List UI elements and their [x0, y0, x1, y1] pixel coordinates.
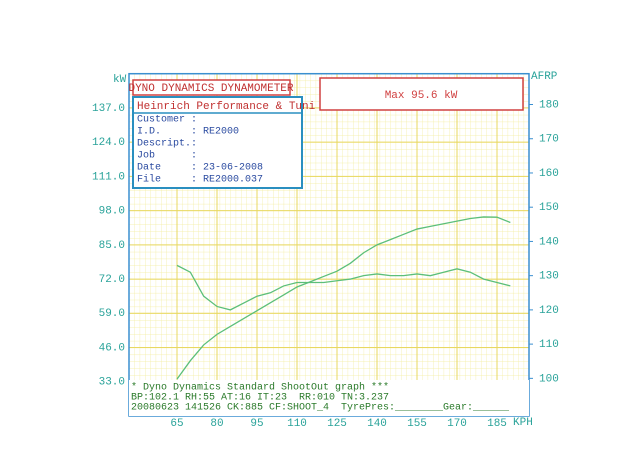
y2-tick-label: 170 [539, 134, 559, 146]
x-tick-label: 170 [447, 418, 467, 430]
x-tick-label: 125 [327, 418, 347, 430]
footer-line: 20080623 141526 CK:885 CF:SHOOT_4 TyrePr… [131, 403, 510, 414]
y2-tick-label: 160 [539, 168, 559, 180]
info-row: Date : 23-06-2008 [137, 163, 263, 174]
y2-tick-label: 110 [539, 339, 559, 351]
y2-tick-label: 120 [539, 305, 559, 317]
info-row: Customer : [137, 115, 197, 126]
y-tick-label: 46.0 [99, 342, 125, 354]
y2-tick-label: 150 [539, 202, 559, 214]
data-line [176, 264, 511, 311]
info-title: Heinrich Performance & Tuni [137, 101, 316, 113]
y2-tick-label: 140 [539, 236, 559, 248]
y-tick-label: 72.0 [99, 274, 125, 286]
info-row: Job : [137, 150, 197, 162]
y-tick-label: 98.0 [99, 206, 125, 218]
y2-tick-label: 130 [539, 271, 559, 283]
x-tick-label: 65 [170, 418, 183, 430]
y-tick-label: 124.0 [92, 137, 125, 149]
info-row: Descript.: [137, 138, 197, 150]
x-axis-label: KPH [513, 417, 533, 429]
chart-title: DYNO DYNAMICS DYNAMOMETER [128, 83, 293, 95]
y2-tick-label: 100 [539, 373, 559, 385]
x-tick-label: 95 [250, 418, 263, 430]
y2-tick-label: 180 [539, 99, 559, 111]
x-tick-label: 140 [367, 418, 387, 430]
max-annotation: Max 95.6 kW [385, 90, 458, 102]
y-tick-label: 33.0 [99, 377, 125, 389]
x-tick-label: 110 [287, 418, 307, 430]
footer-line: BP:102.1 RH:55 AT:16 IT:23 RR:010 TN:3.2… [131, 393, 389, 404]
y-tick-label: 85.0 [99, 240, 125, 252]
info-row: I.D. : RE2000 [137, 127, 239, 138]
info-box [132, 96, 303, 189]
x-tick-label: 80 [210, 418, 223, 430]
y-tick-label: 111.0 [92, 171, 125, 183]
title-box [132, 79, 291, 96]
x-tick-label: 155 [407, 418, 427, 430]
y2-axis-label: AFRP [531, 71, 558, 83]
footer-box [129, 380, 529, 416]
data-line [176, 216, 511, 380]
x-tick-label: 185 [487, 418, 507, 430]
info-row: File : RE2000.037 [137, 174, 263, 186]
footer-line: * Dyno Dynamics Standard ShootOut graph … [131, 382, 389, 394]
max-box [319, 77, 524, 111]
y-axis-label: kW [113, 74, 127, 86]
y-tick-label: 59.0 [99, 308, 125, 320]
y-tick-label: 137.0 [92, 103, 125, 115]
